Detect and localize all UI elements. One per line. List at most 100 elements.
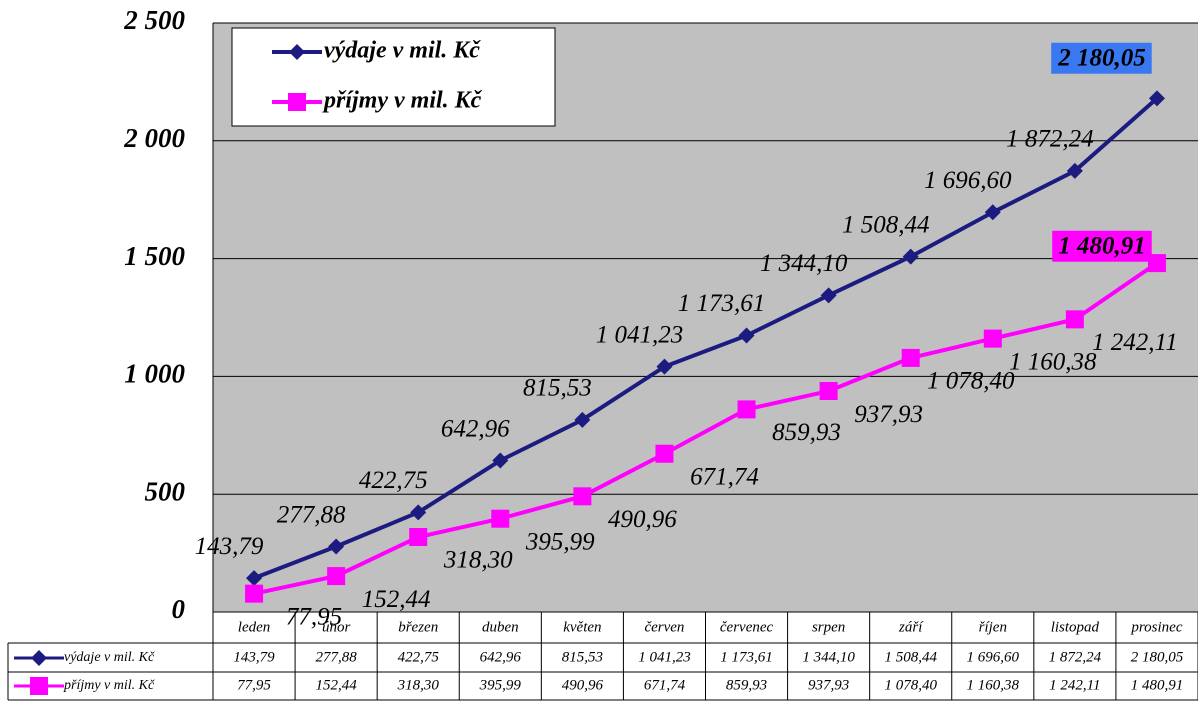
table-value: 422,75 xyxy=(398,649,440,665)
data-point xyxy=(1147,254,1166,273)
y-tick-label: 0 xyxy=(172,594,186,624)
table-legend-marker xyxy=(30,677,48,695)
table-value: 2 180,05 xyxy=(1131,649,1184,665)
data-label: 671,74 xyxy=(690,463,759,490)
y-tick-label: 1 000 xyxy=(124,359,185,389)
category-label: duben xyxy=(482,619,519,635)
data-label: 395,99 xyxy=(525,528,595,555)
data-point xyxy=(656,358,673,375)
data-point xyxy=(574,411,591,428)
table-value: 1 508,44 xyxy=(884,649,937,665)
data-point xyxy=(655,444,674,463)
table-value: 1 242,11 xyxy=(1049,677,1100,693)
category-label: květen xyxy=(563,619,601,635)
data-point xyxy=(738,327,755,344)
data-point xyxy=(983,329,1002,348)
data-point xyxy=(820,287,837,304)
data-label: 422,75 xyxy=(359,467,428,494)
legend-label: výdaje v mil. Kč xyxy=(324,38,481,64)
table-value: 642,96 xyxy=(480,649,522,665)
table-value: 1 173,61 xyxy=(720,649,773,665)
data-point xyxy=(901,348,920,367)
data-point xyxy=(1148,90,1165,107)
data-point xyxy=(1066,162,1083,179)
data-label: 1 344,10 xyxy=(760,250,848,277)
data-label: 1 480,91 xyxy=(1058,233,1146,260)
y-tick-label: 500 xyxy=(145,476,186,506)
table-value: 671,74 xyxy=(644,677,686,693)
data-point xyxy=(984,204,1001,221)
data-point xyxy=(328,538,345,555)
table-legend-marker xyxy=(31,650,47,666)
table-legend-label: výdaje v mil. Kč xyxy=(64,650,155,665)
y-tick-label: 2 000 xyxy=(123,123,185,153)
data-label: 490,96 xyxy=(608,506,677,533)
data-point xyxy=(902,248,919,265)
data-label: 1 872,24 xyxy=(1006,126,1094,153)
table-value: 143,79 xyxy=(233,649,275,665)
data-label: 642,96 xyxy=(441,415,510,442)
series-line xyxy=(253,96,1159,580)
category-label: únor xyxy=(322,619,351,635)
table-value: 937,93 xyxy=(808,677,849,693)
table-value: 277,88 xyxy=(316,649,358,665)
table-value: 1 696,60 xyxy=(967,649,1020,665)
data-label: 1 508,44 xyxy=(842,211,930,238)
data-label: 77,95 xyxy=(286,603,342,630)
table-legend-label: příjmy v mil. Kč xyxy=(63,678,155,693)
data-label: 1 041,23 xyxy=(596,321,684,348)
category-label: srpen xyxy=(812,619,845,635)
table-value: 815,53 xyxy=(562,649,603,665)
data-point xyxy=(410,504,427,521)
y-tick-label: 2 500 xyxy=(123,5,185,35)
table-value: 1 344,10 xyxy=(802,649,855,665)
table-value: 395,99 xyxy=(479,677,522,693)
table-value: 318,30 xyxy=(397,677,440,693)
data-label: 2 180,05 xyxy=(1057,45,1146,72)
y-tick-label: 1 500 xyxy=(124,241,185,271)
data-point xyxy=(573,487,592,506)
category-label: červen xyxy=(644,619,684,635)
data-label: 815,53 xyxy=(523,375,592,402)
data-point xyxy=(737,400,756,419)
data-label: 277,88 xyxy=(277,501,346,528)
data-point xyxy=(327,567,346,586)
legend-marker xyxy=(289,44,305,60)
table-value: 152,44 xyxy=(316,677,358,693)
data-point xyxy=(409,528,428,547)
label-highlight xyxy=(1051,42,1152,74)
data-label: 937,93 xyxy=(854,401,923,428)
category-label: leden xyxy=(238,619,270,635)
legend-label: příjmy v mil. Kč xyxy=(322,88,483,114)
data-point xyxy=(492,452,509,469)
legend xyxy=(231,27,556,127)
series-line xyxy=(253,261,1159,596)
data-label: 1 078,40 xyxy=(927,368,1015,395)
category-label: září xyxy=(898,619,924,635)
table-value: 1 872,24 xyxy=(1049,649,1102,665)
table-value: 859,93 xyxy=(726,677,767,693)
data-label: 1 160,38 xyxy=(1009,348,1097,375)
table-value: 490,96 xyxy=(562,677,604,693)
data-label: 1 696,60 xyxy=(924,167,1012,194)
category-label: říjen xyxy=(979,619,1007,635)
data-point xyxy=(246,570,263,587)
data-label: 1 242,11 xyxy=(1092,329,1178,356)
data-label: 318,30 xyxy=(443,547,513,574)
category-label: červenec xyxy=(720,619,774,635)
category-label: březen xyxy=(398,619,438,635)
data-point xyxy=(1065,310,1084,329)
table-value: 1 041,23 xyxy=(638,649,691,665)
table-value: 1 480,91 xyxy=(1131,677,1184,693)
data-label: 1 173,61 xyxy=(678,290,766,317)
data-label: 152,44 xyxy=(362,586,431,613)
data-point xyxy=(245,584,264,603)
table-value: 1 078,40 xyxy=(884,677,937,693)
data-label: 859,93 xyxy=(772,419,841,446)
data-label: 143,79 xyxy=(195,533,264,560)
label-highlight xyxy=(1052,230,1152,262)
table-value: 77,95 xyxy=(237,677,271,693)
category-label: listopad xyxy=(1051,619,1100,635)
data-point xyxy=(491,509,510,528)
